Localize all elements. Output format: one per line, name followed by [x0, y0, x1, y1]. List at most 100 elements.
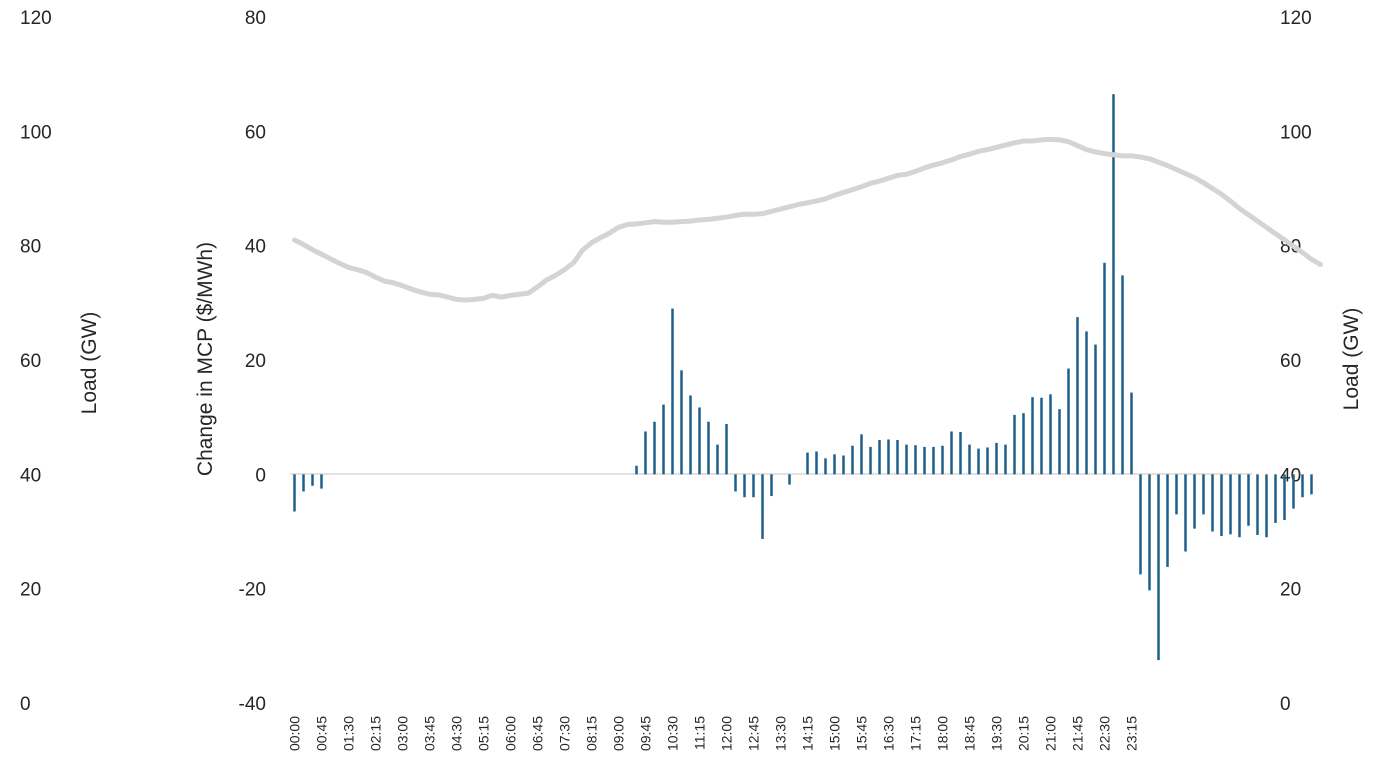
bar [1193, 474, 1196, 529]
bar [1130, 392, 1133, 475]
bar [320, 474, 323, 489]
bar [941, 445, 944, 475]
load-line-series [292, 136, 1323, 303]
load-left-axis-title: Load (GW) [78, 312, 101, 415]
bar [887, 439, 890, 475]
x-axis-ticks: 00:00 00:45 01:30 02:15 03:00 03:45 04:30 05:15… [287, 716, 1140, 751]
bar [1139, 474, 1142, 575]
x-tick-label: 00:00 [287, 716, 303, 751]
bar [1175, 474, 1178, 515]
load-line [292, 136, 1323, 303]
x-tick-label: 18:45 [962, 716, 978, 751]
bar [680, 370, 683, 475]
bar [752, 474, 755, 498]
x-tick-label: 19:30 [989, 716, 1005, 751]
y-tick-label: 0 [1280, 694, 1291, 715]
x-tick-label: 18:00 [935, 716, 951, 751]
y-tick-label: 80 [20, 237, 41, 258]
bar [824, 458, 827, 475]
primary-y-axis: 80 60 40 20 0 -20 -40 [239, 8, 266, 715]
x-tick-label: 21:00 [1043, 716, 1059, 751]
x-tick-label: 11:15 [692, 716, 708, 750]
bar [833, 454, 836, 475]
y-tick-label: -20 [239, 580, 266, 601]
y-tick-label: 80 [245, 8, 266, 29]
bar [698, 407, 701, 475]
x-tick-label: 08:15 [584, 716, 600, 751]
bar [671, 308, 674, 475]
bar [1049, 394, 1052, 475]
x-tick-label: 06:45 [530, 716, 546, 751]
y-tick-label: 40 [245, 237, 266, 258]
bar [1112, 94, 1115, 475]
x-tick-label: 00:45 [314, 716, 330, 751]
x-tick-label: 15:00 [827, 716, 843, 751]
x-tick-label: 03:45 [422, 716, 438, 751]
bar [293, 474, 296, 512]
bar [1256, 474, 1259, 535]
y-tick-label: 120 [1280, 8, 1312, 29]
bar [1166, 474, 1169, 567]
y-tick-label: 0 [255, 465, 266, 486]
y-tick-label: 60 [1280, 351, 1301, 372]
x-tick-label: 02:15 [368, 716, 384, 751]
x-tick-label: 16:30 [881, 716, 897, 751]
bar [851, 445, 854, 475]
bar [770, 474, 773, 497]
bar [707, 421, 710, 475]
y-tick-label: 100 [1280, 122, 1312, 143]
x-tick-label: 15:45 [854, 716, 870, 751]
bar [995, 442, 998, 475]
bar [923, 446, 926, 475]
y-tick-label: 60 [20, 351, 41, 372]
y-tick-label: 120 [20, 8, 52, 29]
x-tick-label: 04:30 [449, 716, 465, 751]
bar [725, 424, 728, 475]
bar [1085, 331, 1088, 475]
bar [1040, 397, 1043, 475]
bar [1211, 474, 1214, 532]
y-tick-label: 60 [245, 122, 266, 143]
bar [1283, 474, 1286, 521]
x-tick-label: 09:45 [638, 716, 654, 751]
bar [1148, 474, 1151, 591]
x-tick-label: 10:30 [665, 716, 681, 751]
bar [905, 444, 908, 475]
bar [1157, 474, 1160, 661]
bar [1031, 397, 1034, 475]
bar [1094, 344, 1097, 475]
bar [1184, 474, 1187, 552]
bar [311, 474, 314, 486]
bar [1121, 275, 1124, 475]
bar [986, 447, 989, 475]
bar [635, 465, 638, 475]
y-tick-label: 0 [20, 694, 31, 715]
x-tick-label: 05:15 [476, 716, 492, 751]
bar [1220, 474, 1223, 537]
bar-series [293, 94, 1313, 661]
bar [716, 444, 719, 475]
bar [1292, 474, 1295, 509]
bar [878, 440, 881, 475]
x-tick-label: 23:15 [1124, 716, 1140, 751]
bar [761, 474, 764, 539]
bar [1004, 444, 1007, 475]
bar [1274, 474, 1277, 523]
x-tick-label: 07:30 [557, 716, 573, 751]
y-tick-label: -40 [239, 694, 266, 715]
bar [1202, 474, 1205, 515]
bar [932, 446, 935, 475]
bar [302, 474, 305, 492]
bar [743, 474, 746, 498]
primary-y-axis-title: Change in MCP ($/MWh) [194, 242, 217, 476]
bar [977, 448, 980, 475]
y-tick-label: 20 [20, 580, 41, 601]
bar [968, 444, 971, 475]
bar [842, 455, 845, 475]
y-tick-label: 20 [245, 351, 266, 372]
x-tick-label: 14:15 [800, 716, 816, 751]
bar [662, 404, 665, 475]
x-tick-label: 21:45 [1070, 716, 1086, 751]
